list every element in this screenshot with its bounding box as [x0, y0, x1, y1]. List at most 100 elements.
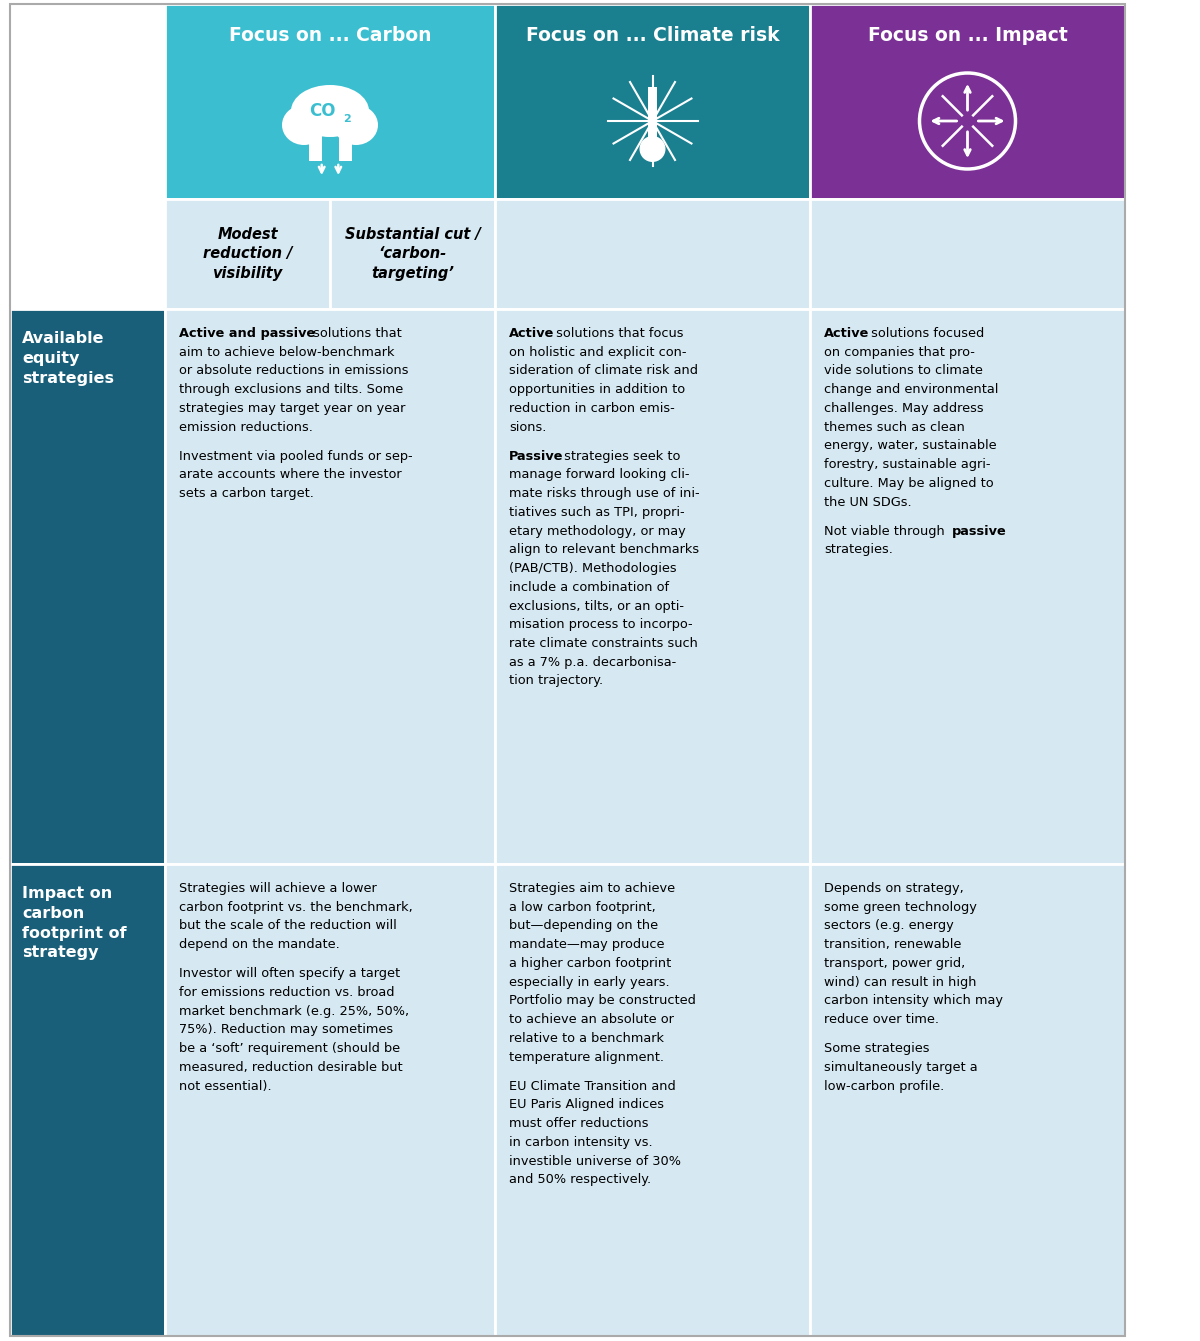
- Text: mandate—may produce: mandate—may produce: [509, 939, 665, 951]
- Text: not essential).: not essential).: [179, 1080, 271, 1093]
- Text: Investor will often specify a target: Investor will often specify a target: [179, 967, 400, 980]
- Text: for emissions reduction vs. broad: for emissions reduction vs. broad: [179, 986, 395, 999]
- Text: culture. May be aligned to: culture. May be aligned to: [824, 477, 994, 489]
- Text: transport, power grid,: transport, power grid,: [824, 957, 965, 970]
- Text: Investment via pooled funds or sep-: Investment via pooled funds or sep-: [179, 449, 413, 463]
- Text: Modest
reduction /
visibility: Modest reduction / visibility: [203, 228, 293, 280]
- Text: Focus on ... Climate risk: Focus on ... Climate risk: [526, 25, 779, 46]
- Circle shape: [640, 135, 666, 162]
- Text: the UN SDGs.: the UN SDGs.: [824, 496, 912, 508]
- Bar: [810, 308, 1126, 864]
- Text: strategies seek to: strategies seek to: [559, 449, 680, 463]
- Text: and 50% respectively.: and 50% respectively.: [509, 1173, 652, 1187]
- Text: carbon intensity which may: carbon intensity which may: [824, 995, 1003, 1007]
- Text: Some strategies: Some strategies: [824, 1042, 930, 1055]
- Text: themes such as clean: themes such as clean: [824, 421, 965, 433]
- Text: measured, reduction desirable but: measured, reduction desirable but: [179, 1061, 403, 1074]
- Text: Focus on ... Carbon: Focus on ... Carbon: [229, 25, 431, 46]
- Text: etary methodology, or may: etary methodology, or may: [509, 524, 685, 538]
- Text: sideration of climate risk and: sideration of climate risk and: [509, 365, 698, 377]
- Text: a higher carbon footprint: a higher carbon footprint: [509, 957, 671, 970]
- Text: (PAB/CTB). Methodologies: (PAB/CTB). Methodologies: [509, 562, 677, 575]
- Text: to achieve an absolute or: to achieve an absolute or: [509, 1012, 674, 1026]
- Bar: [810, 4, 1126, 198]
- Text: Active and passive: Active and passive: [179, 327, 316, 341]
- Bar: [496, 198, 810, 308]
- Bar: [10, 308, 166, 864]
- Text: vide solutions to climate: vide solutions to climate: [824, 365, 983, 377]
- Text: Available
equity
strategies: Available equity strategies: [22, 331, 114, 386]
- Text: CO: CO: [308, 102, 335, 119]
- Bar: [330, 198, 494, 308]
- Text: temperature alignment.: temperature alignment.: [509, 1050, 664, 1063]
- Text: exclusions, tilts, or an opti-: exclusions, tilts, or an opti-: [509, 599, 684, 613]
- Text: manage forward looking cli-: manage forward looking cli-: [509, 468, 690, 481]
- Bar: [810, 198, 1126, 308]
- Text: Portfolio may be constructed: Portfolio may be constructed: [509, 995, 696, 1007]
- Bar: [166, 198, 330, 308]
- Text: 2: 2: [343, 114, 350, 123]
- Bar: [166, 4, 496, 198]
- Text: align to relevant benchmarks: align to relevant benchmarks: [509, 543, 700, 557]
- Text: reduction in carbon emis-: reduction in carbon emis-: [509, 402, 674, 414]
- Text: passive: passive: [952, 524, 1007, 538]
- Text: must offer reductions: must offer reductions: [509, 1117, 648, 1130]
- Bar: [496, 864, 810, 1336]
- Text: investible universe of 30%: investible universe of 30%: [509, 1155, 682, 1168]
- Text: tiatives such as TPI, propri-: tiatives such as TPI, propri-: [509, 506, 685, 519]
- Text: low-carbon profile.: low-carbon profile.: [824, 1080, 944, 1093]
- Bar: [338, 133, 352, 161]
- Text: but—depending on the: but—depending on the: [509, 920, 658, 932]
- Text: 75%). Reduction may sometimes: 75%). Reduction may sometimes: [179, 1023, 394, 1037]
- Text: Focus on ... Impact: Focus on ... Impact: [868, 25, 1067, 46]
- Bar: [496, 4, 810, 198]
- Text: forestry, sustainable agri-: forestry, sustainable agri-: [824, 459, 990, 471]
- Text: in carbon intensity vs.: in carbon intensity vs.: [509, 1136, 653, 1149]
- Text: Strategies will achieve a lower: Strategies will achieve a lower: [179, 882, 377, 894]
- Text: challenges. May address: challenges. May address: [824, 402, 984, 414]
- Text: sions.: sions.: [509, 421, 546, 433]
- Bar: [10, 198, 166, 308]
- Ellipse shape: [282, 105, 326, 145]
- Bar: [810, 864, 1126, 1336]
- Text: EU Paris Aligned indices: EU Paris Aligned indices: [509, 1098, 664, 1112]
- Text: carbon footprint vs. the benchmark,: carbon footprint vs. the benchmark,: [179, 901, 413, 913]
- Text: on holistic and explicit con-: on holistic and explicit con-: [509, 346, 686, 359]
- Ellipse shape: [292, 84, 370, 137]
- Ellipse shape: [334, 105, 378, 145]
- Text: relative to a benchmark: relative to a benchmark: [509, 1031, 664, 1045]
- Text: Active: Active: [824, 327, 869, 341]
- Text: through exclusions and tilts. Some: through exclusions and tilts. Some: [179, 384, 403, 396]
- Text: energy, water, sustainable: energy, water, sustainable: [824, 440, 997, 452]
- Text: reduce over time.: reduce over time.: [824, 1012, 940, 1026]
- Text: aim to achieve below-benchmark: aim to achieve below-benchmark: [179, 346, 395, 359]
- Bar: [166, 864, 496, 1336]
- Text: simultaneously target a: simultaneously target a: [824, 1061, 978, 1074]
- Text: Passive: Passive: [509, 449, 564, 463]
- Text: some green technology: some green technology: [824, 901, 977, 913]
- Text: solutions that: solutions that: [310, 327, 402, 341]
- Text: strategies may target year on year: strategies may target year on year: [179, 402, 406, 414]
- Text: solutions that focus: solutions that focus: [552, 327, 684, 341]
- Text: mate risks through use of ini-: mate risks through use of ini-: [509, 487, 700, 500]
- Text: Strategies aim to achieve: Strategies aim to achieve: [509, 882, 676, 894]
- Bar: [308, 133, 322, 161]
- Text: wind) can result in high: wind) can result in high: [824, 976, 977, 988]
- Text: sets a carbon target.: sets a carbon target.: [179, 487, 314, 500]
- Text: or absolute reductions in emissions: or absolute reductions in emissions: [179, 365, 408, 377]
- Text: Depends on strategy,: Depends on strategy,: [824, 882, 964, 894]
- Text: transition, renewable: transition, renewable: [824, 939, 961, 951]
- Text: Not viable through: Not viable through: [824, 524, 949, 538]
- Text: tion trajectory.: tion trajectory.: [509, 675, 604, 688]
- Text: market benchmark (e.g. 25%, 50%,: market benchmark (e.g. 25%, 50%,: [179, 1004, 409, 1018]
- Text: solutions focused: solutions focused: [868, 327, 985, 341]
- Text: depend on the mandate.: depend on the mandate.: [179, 939, 340, 951]
- Text: a low carbon footprint,: a low carbon footprint,: [509, 901, 655, 913]
- Text: include a combination of: include a combination of: [509, 581, 670, 594]
- Text: rate climate constraints such: rate climate constraints such: [509, 637, 698, 650]
- Text: misation process to incorpo-: misation process to incorpo-: [509, 618, 692, 632]
- Text: Substantial cut /
‘carbon-
targeting’: Substantial cut / ‘carbon- targeting’: [344, 228, 480, 280]
- Text: especially in early years.: especially in early years.: [509, 976, 670, 988]
- Text: as a 7% p.a. decarbonisa-: as a 7% p.a. decarbonisa-: [509, 656, 677, 669]
- Text: Impact on
carbon
footprint of
strategy: Impact on carbon footprint of strategy: [22, 886, 127, 960]
